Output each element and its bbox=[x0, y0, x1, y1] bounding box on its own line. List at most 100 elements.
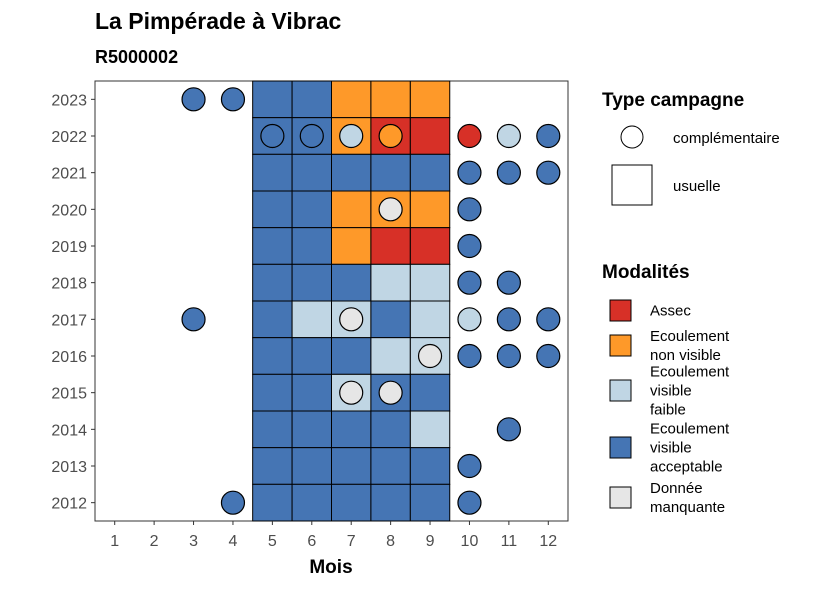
tile-2012-5 bbox=[252, 483, 293, 522]
tile-2020-7 bbox=[331, 190, 372, 229]
tile-2019-8 bbox=[370, 227, 411, 265]
point-2019-10 bbox=[457, 233, 482, 259]
tile-2014-9 bbox=[409, 410, 451, 449]
legend-mod-key bbox=[609, 379, 632, 402]
tile-2023-6 bbox=[291, 80, 333, 119]
tile-2013-7 bbox=[331, 447, 372, 485]
tile-2018-9 bbox=[409, 263, 451, 302]
legend-mod-label: visible bbox=[650, 440, 692, 457]
point-2021-12 bbox=[536, 160, 561, 185]
tile-2019-7 bbox=[331, 227, 372, 265]
tile-2014-8 bbox=[370, 410, 411, 449]
usuelle-tiles bbox=[252, 80, 451, 522]
point-2013-10 bbox=[457, 453, 482, 479]
tile-2012-6 bbox=[291, 483, 333, 522]
point-2016-11 bbox=[496, 343, 521, 369]
y-tick-label: 2014 bbox=[51, 422, 87, 439]
legend-mod-label: Ecoulement bbox=[650, 421, 730, 438]
legend-complementaire-label: complémentaire bbox=[673, 130, 780, 147]
tile-2019-9 bbox=[409, 227, 451, 265]
tile-2016-6 bbox=[291, 337, 333, 375]
tile-2023-9 bbox=[409, 80, 451, 119]
point-2022-6 bbox=[299, 123, 324, 149]
legend-mod-label: non visible bbox=[650, 347, 721, 364]
legend-mod-label: Ecoulement bbox=[650, 364, 730, 381]
legend-type: Type campagne complémentaire usuelle bbox=[602, 90, 780, 206]
point-2023-3 bbox=[181, 87, 206, 112]
x-tick-label: 10 bbox=[461, 533, 479, 550]
point-2017-11 bbox=[496, 307, 521, 332]
tile-2012-7 bbox=[331, 483, 372, 522]
point-2021-11 bbox=[496, 160, 521, 185]
y-tick-label: 2015 bbox=[51, 386, 87, 403]
tile-2014-6 bbox=[291, 410, 333, 449]
tile-2017-5 bbox=[252, 300, 293, 339]
point-2012-4 bbox=[220, 490, 246, 515]
tile-2019-6 bbox=[291, 227, 333, 265]
point-2016-12 bbox=[536, 343, 561, 369]
tile-2019-5 bbox=[252, 227, 293, 265]
legend-mod-label: visible bbox=[650, 383, 692, 400]
tile-2014-5 bbox=[252, 410, 293, 449]
point-2022-12 bbox=[536, 123, 561, 149]
point-2018-11 bbox=[496, 270, 521, 295]
legend-mod-key bbox=[609, 299, 632, 322]
y-tick-label: 2018 bbox=[51, 276, 87, 293]
x-tick-label: 2 bbox=[150, 533, 159, 550]
tile-2021-8 bbox=[370, 153, 411, 192]
tile-2013-6 bbox=[291, 447, 333, 485]
tile-2012-9 bbox=[409, 483, 451, 522]
x-tick-label: 4 bbox=[229, 533, 238, 550]
point-2022-10 bbox=[457, 123, 482, 149]
tile-2022-9 bbox=[409, 117, 451, 155]
complementaire-points bbox=[181, 87, 561, 515]
tile-2023-7 bbox=[331, 80, 372, 119]
x-tick-label: 12 bbox=[539, 533, 557, 550]
tile-2013-8 bbox=[370, 447, 411, 485]
y-tick-label: 2017 bbox=[51, 312, 87, 329]
point-2017-10 bbox=[457, 307, 482, 332]
y-tick-label: 2020 bbox=[51, 202, 87, 219]
tile-2012-8 bbox=[370, 483, 411, 522]
y-tick-label: 2016 bbox=[51, 349, 87, 366]
chart-title: La Pimpérade à Vibrac bbox=[95, 8, 342, 34]
tile-2015-9 bbox=[409, 373, 451, 412]
legend-mod-label: Assec bbox=[650, 303, 691, 320]
x-tick-label: 3 bbox=[189, 533, 198, 550]
y-tick-label: 2013 bbox=[51, 459, 87, 476]
point-2020-8 bbox=[378, 197, 403, 222]
x-tick-label: 8 bbox=[386, 533, 395, 550]
point-2015-7 bbox=[339, 380, 364, 405]
point-2020-10 bbox=[457, 197, 482, 222]
legend-complementaire-key bbox=[620, 125, 644, 149]
y-tick-label: 2022 bbox=[51, 129, 87, 146]
point-2017-7 bbox=[339, 307, 364, 332]
y-axis: 2012 2013 2014 2015 2016 2017 2018 2019 2020 2021… bbox=[51, 92, 95, 513]
y-tick-label: 2023 bbox=[51, 92, 87, 109]
tile-2020-5 bbox=[252, 190, 293, 229]
x-axis: 1 2 3 4 5 6 7 8 9 10 11 12 bbox=[110, 521, 557, 550]
point-2022-8 bbox=[378, 123, 403, 149]
x-tick-label: 5 bbox=[268, 533, 277, 550]
legend-mod-key bbox=[609, 334, 632, 357]
point-2016-9 bbox=[417, 343, 443, 369]
legend-mod-title: Modalités bbox=[602, 262, 690, 283]
legend-mod-key bbox=[609, 436, 632, 459]
legend-mod-label: faible bbox=[650, 402, 686, 419]
tile-2021-5 bbox=[252, 153, 293, 192]
legend-mod-label: manquante bbox=[650, 499, 725, 516]
tile-2017-8 bbox=[370, 300, 411, 339]
point-2012-10 bbox=[457, 490, 482, 515]
tile-2020-6 bbox=[291, 190, 333, 229]
legend-usuelle-key bbox=[611, 164, 653, 206]
tile-2016-7 bbox=[331, 337, 372, 375]
x-tick-label: 6 bbox=[307, 533, 316, 550]
point-2016-10 bbox=[457, 343, 482, 369]
tile-2020-9 bbox=[409, 190, 451, 229]
tile-2018-8 bbox=[370, 263, 411, 302]
tile-2018-5 bbox=[252, 263, 293, 302]
x-tick-label: 11 bbox=[501, 533, 518, 550]
tile-2022-6 bbox=[291, 117, 333, 155]
